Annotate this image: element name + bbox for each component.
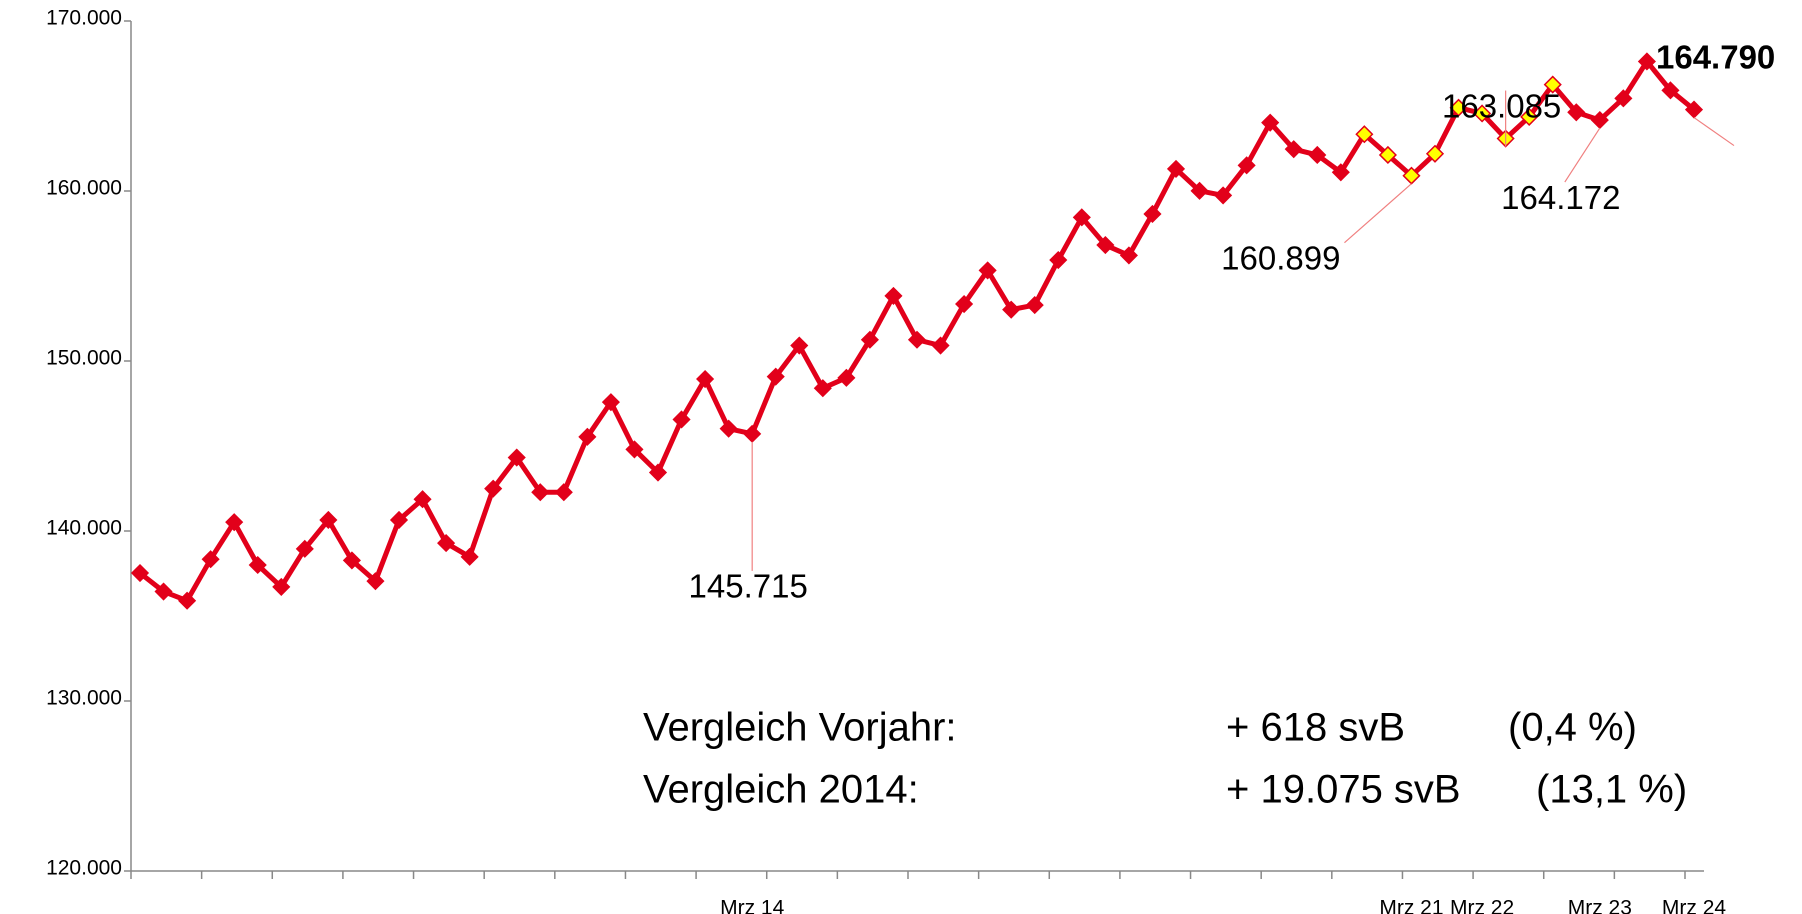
marker [955, 294, 974, 314]
marker [1049, 250, 1068, 270]
marker [1661, 81, 1680, 100]
marker [1543, 75, 1562, 94]
marker [1261, 113, 1280, 132]
marker [813, 379, 832, 398]
marker [1331, 163, 1350, 182]
y-tick-label: 130.000 [46, 687, 122, 710]
marker [225, 513, 244, 532]
marker [790, 336, 809, 355]
marker [1096, 235, 1115, 255]
marker [130, 563, 150, 583]
marker [1072, 208, 1091, 227]
leader-line [1564, 127, 1601, 183]
marker [1567, 103, 1586, 122]
marker [154, 582, 173, 601]
marker [1520, 107, 1539, 126]
marker [1119, 246, 1138, 265]
marker [978, 261, 997, 280]
marker [342, 551, 361, 570]
marker [1308, 145, 1327, 165]
x-tick-label: Mrz 24 [1662, 897, 1727, 914]
marker [460, 547, 479, 566]
marker [601, 393, 620, 412]
marker [507, 448, 526, 467]
x-tick-label: Mrz 22 [1450, 897, 1514, 914]
marker [1214, 186, 1233, 205]
marker [1166, 159, 1186, 178]
marker [1637, 52, 1656, 71]
value-label: 164.172 [1501, 179, 1620, 216]
marker [766, 367, 785, 386]
marker [1378, 145, 1397, 165]
marker [1355, 125, 1374, 144]
marker [1614, 89, 1633, 108]
value-label: 163.085 [1442, 87, 1561, 124]
marker [1237, 156, 1256, 175]
marker [295, 539, 314, 558]
value-label: 164.790 [1656, 38, 1775, 75]
marker [860, 330, 879, 349]
marker [389, 510, 409, 530]
y-tick-label: 160.000 [46, 177, 122, 200]
marker [484, 479, 503, 498]
annotation: Vergleich Vorjahr: [643, 706, 957, 750]
y-tick-label: 140.000 [46, 517, 122, 540]
marker [1449, 98, 1468, 117]
marker [413, 490, 432, 509]
marker [672, 410, 691, 429]
y-tick-label: 120.000 [46, 857, 122, 880]
y-tick-label: 150.000 [46, 347, 122, 370]
marker [1284, 140, 1303, 159]
annotation: + 19.075 svB [1226, 768, 1461, 812]
marker [696, 369, 715, 389]
annotation: (13,1 %) [1536, 768, 1687, 812]
marker [366, 572, 385, 591]
marker [648, 463, 668, 482]
annotation: Vergleich 2014: [643, 768, 919, 812]
value-label: 145.715 [689, 568, 808, 605]
y-tick-label: 170.000 [46, 7, 122, 30]
marker [1425, 144, 1445, 163]
annotation: + 618 svB [1226, 706, 1405, 750]
marker [578, 427, 597, 446]
marker [884, 286, 903, 305]
marker [1025, 296, 1044, 315]
marker [625, 440, 644, 459]
marker [178, 591, 197, 610]
marker [719, 419, 738, 438]
marker [1190, 181, 1209, 200]
leader-line [1693, 117, 1735, 147]
marker [201, 550, 220, 569]
marker [272, 577, 291, 596]
marker [743, 424, 762, 443]
x-tick-label: Mrz 23 [1568, 897, 1632, 914]
marker [837, 368, 856, 387]
value-label: 160.899 [1221, 239, 1340, 276]
marker [554, 483, 573, 502]
marker [1002, 300, 1021, 319]
marker [1143, 204, 1162, 224]
annotation: (0,4 %) [1508, 706, 1637, 750]
marker [931, 336, 950, 355]
marker [907, 330, 927, 349]
marker [319, 510, 338, 530]
marker [531, 483, 550, 502]
x-tick-label: Mrz 14 [720, 897, 785, 914]
marker [437, 534, 456, 553]
marker [1473, 104, 1492, 123]
leader-line [1344, 183, 1412, 244]
marker [248, 555, 267, 575]
x-tick-label: Mrz 21 [1379, 897, 1443, 914]
